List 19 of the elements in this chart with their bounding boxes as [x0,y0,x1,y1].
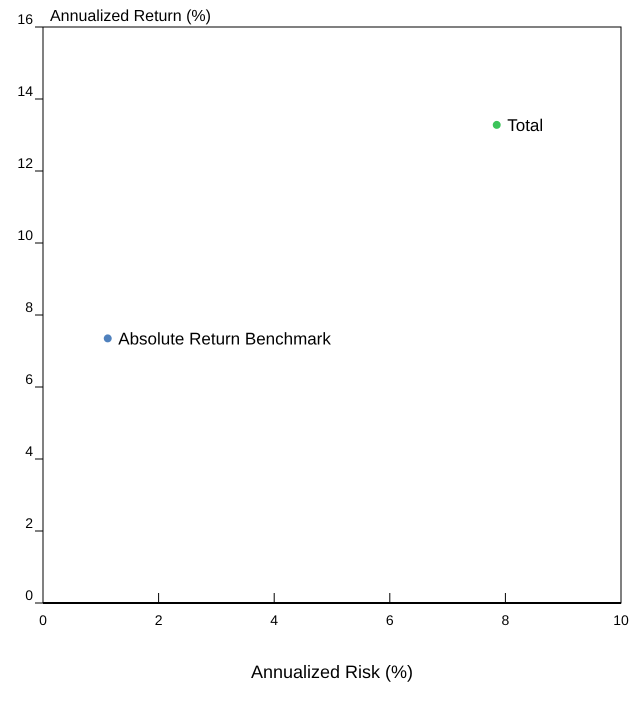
x-tick-label: 8 [502,612,510,628]
y-tick-label: 0 [25,586,34,603]
x-tick-label: 10 [613,612,629,628]
y-tick-label: 12 [17,154,34,171]
y-tick-label: 14 [17,82,34,99]
y-tick-label: 6 [25,370,34,387]
y-tick-label: 8 [25,298,34,315]
x-axis-title: Annualized Risk (%) [250,662,414,682]
x-tick-label: 0 [39,612,48,628]
y-tick-label: 10 [17,226,34,243]
series-label: Total [507,116,544,135]
y-axis-title: Annualized Return (%) [50,8,211,26]
y-tick-label: 2 [25,514,34,531]
series-label: Absolute Return Benchmark [118,329,332,348]
x-tick-label: 4 [270,612,278,628]
y-tick-label: 4 [25,442,34,459]
x-tick-label: 6 [386,612,394,628]
x-tick-label: 2 [154,612,163,628]
y-tick-label: 16 [17,10,34,27]
